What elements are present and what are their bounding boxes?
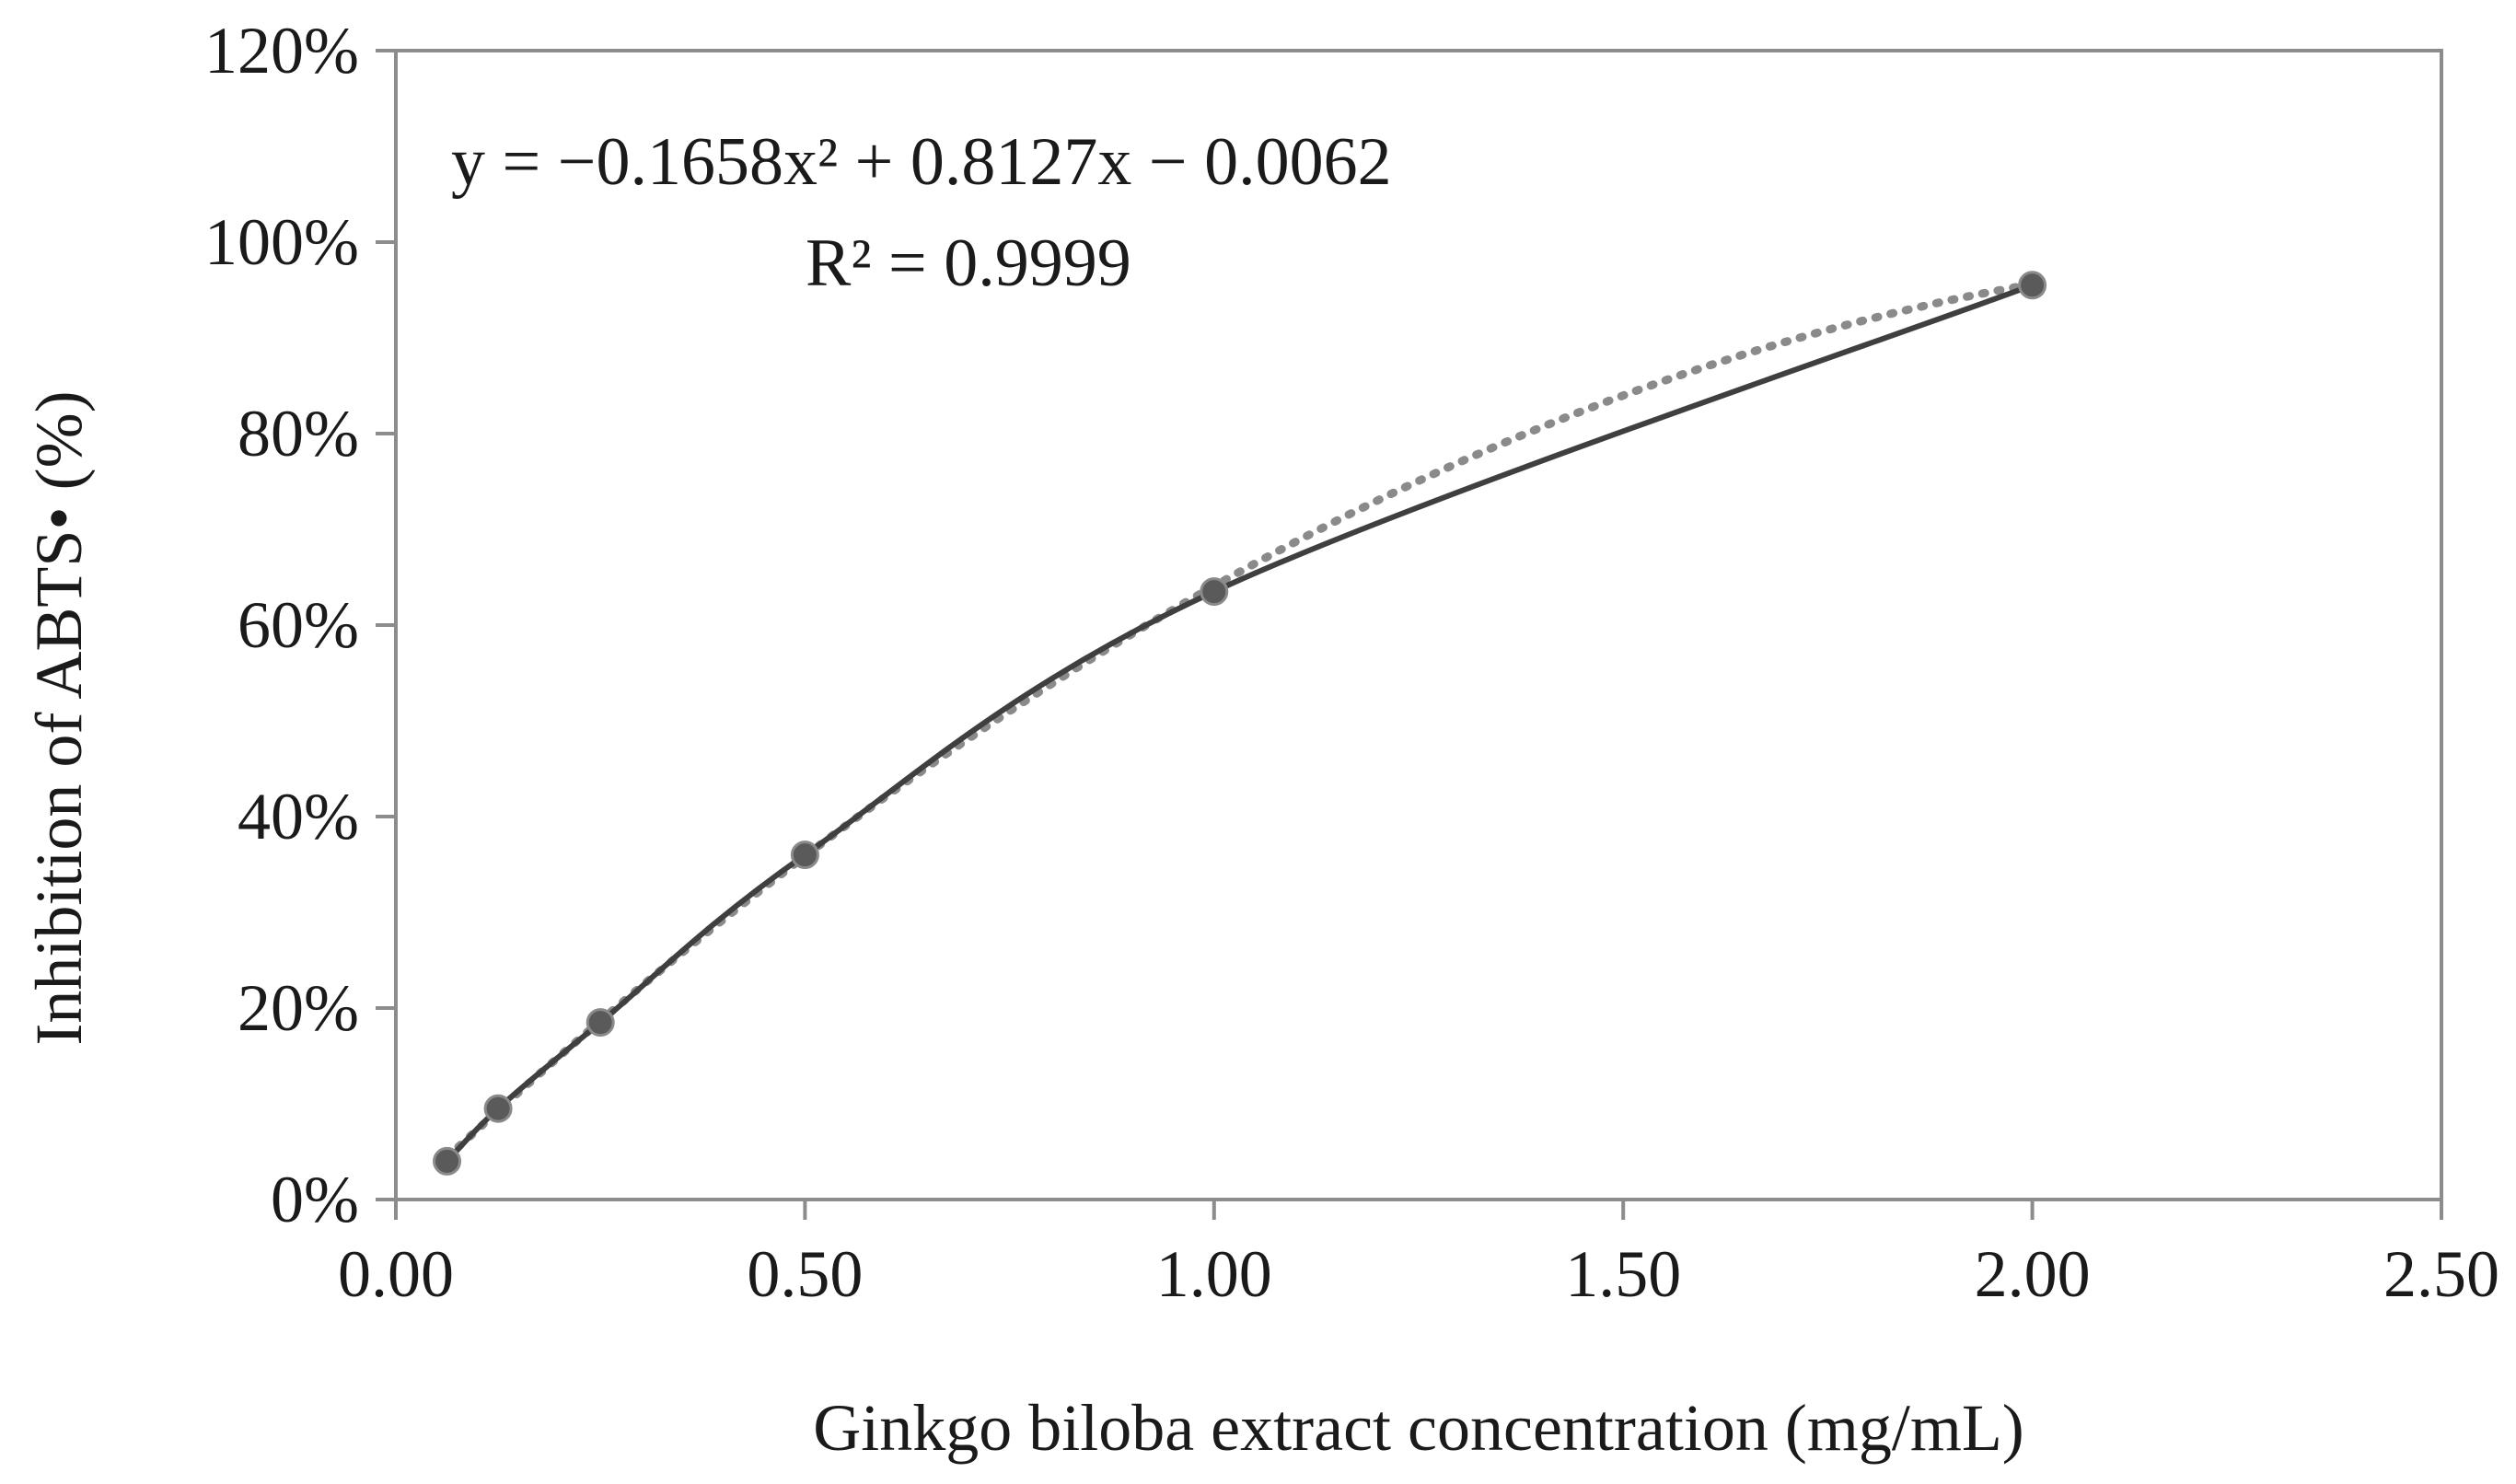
y-tick-label: 0% bbox=[271, 1163, 359, 1236]
data-point bbox=[790, 841, 819, 870]
y-tick-label: 60% bbox=[238, 588, 359, 662]
equation-annotation: y = −0.1658x² + 0.8127x − 0.0062 bbox=[451, 124, 1392, 200]
data-point bbox=[586, 1008, 615, 1038]
x-axis-title: Ginkgo biloba extract concentration (mg/… bbox=[813, 1391, 2024, 1465]
y-axis: 0% 20% 40% 60% 80% 100% 120% bbox=[204, 14, 396, 1236]
series-layer bbox=[433, 271, 2047, 1176]
y-axis-title: Inhibition of ABTS• (%) bbox=[22, 390, 96, 1045]
x-tick-label: 2.50 bbox=[2383, 1237, 2499, 1311]
x-tick-label: 1.00 bbox=[1156, 1237, 1272, 1311]
x-tick-label: 0.50 bbox=[747, 1237, 863, 1311]
x-tick-label: 0.00 bbox=[338, 1237, 454, 1311]
x-tick-label: 1.50 bbox=[1565, 1237, 1681, 1311]
data-point bbox=[483, 1094, 513, 1123]
y-tick-label: 40% bbox=[238, 780, 359, 853]
x-tick-label: 2.00 bbox=[1975, 1237, 2091, 1311]
data-point bbox=[433, 1146, 462, 1176]
y-tick-label: 80% bbox=[238, 397, 359, 470]
trendline-polynomial bbox=[443, 280, 2037, 1162]
data-point bbox=[2018, 271, 2047, 300]
y-tick-label: 100% bbox=[204, 205, 359, 279]
y-tick-label: 20% bbox=[238, 971, 359, 1045]
plot-area-frame bbox=[394, 49, 2443, 1201]
series-line bbox=[445, 282, 2034, 1164]
x-axis: 0.00 0.50 1.00 1.50 2.00 2.50 bbox=[338, 1200, 2499, 1311]
r-squared-annotation: R² = 0.9999 bbox=[806, 226, 1131, 301]
y-tick-label: 120% bbox=[204, 14, 359, 87]
data-point bbox=[1200, 577, 1229, 607]
